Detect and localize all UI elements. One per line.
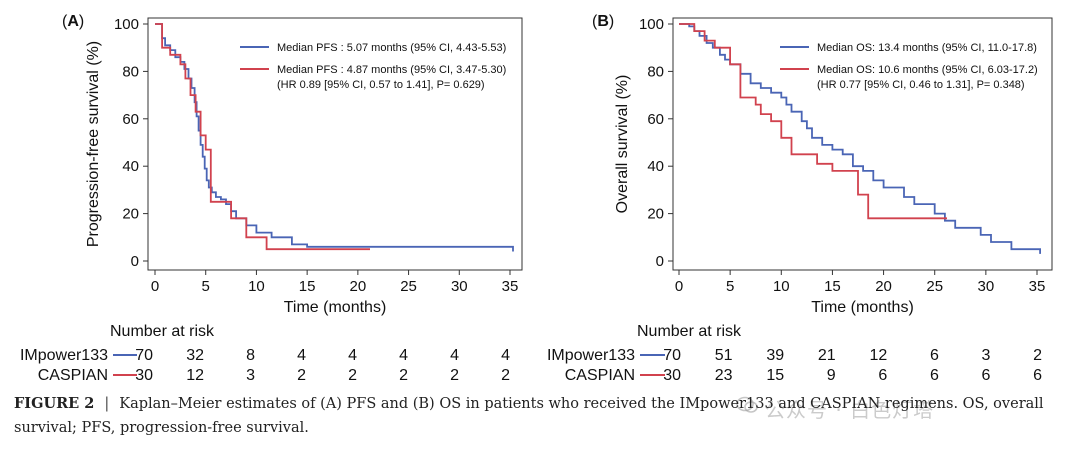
- x-tick-label: 25: [400, 278, 417, 295]
- risk-value: 39: [766, 347, 784, 364]
- km-curve-caspian: [679, 23, 947, 220]
- risk-value: 32: [186, 347, 204, 364]
- risk-value: 8: [246, 347, 255, 364]
- chat-bubble-icon: [736, 396, 758, 413]
- risk-value: 2: [1033, 347, 1042, 364]
- legend-entry-text: Median OS: 13.4 months (95% CI, 11.0-17.…: [817, 42, 1037, 54]
- risk-value: 6: [982, 367, 991, 384]
- risk-value: 2: [399, 367, 408, 384]
- y-tick-label: 0: [656, 253, 664, 270]
- risk-value: 70: [663, 347, 681, 364]
- y-tick-label: 20: [122, 206, 139, 223]
- x-tick-label: 5: [202, 278, 210, 295]
- risk-value: 3: [982, 347, 991, 364]
- risk-table-title: Number at risk: [110, 323, 215, 340]
- risk-value: 4: [399, 347, 408, 364]
- y-tick-label: 100: [639, 16, 664, 33]
- risk-value: 4: [450, 347, 459, 364]
- plot-frame: [147, 17, 523, 271]
- watermark-text: 公众号 · 白色灯塔: [765, 398, 935, 422]
- caption-separator: |: [104, 396, 110, 412]
- x-tick-label: 5: [726, 278, 734, 295]
- x-tick-label: 20: [350, 278, 367, 295]
- km-panel-b: (B) 0 20 40 60 80 100 0 5 10 15 20 25 30 35 Time (month…: [547, 13, 1053, 384]
- x-tick-label: 30: [978, 278, 995, 295]
- risk-value: 30: [135, 367, 153, 384]
- y-tick-label: 60: [122, 111, 139, 128]
- y-tick-label: 40: [122, 158, 139, 175]
- x-tick-label: 15: [824, 278, 841, 295]
- risk-value: 12: [869, 347, 887, 364]
- risk-value: 6: [878, 367, 887, 384]
- legend-entry-text: (HR 0.77 [95% CI, 0.46 to 1.31], P= 0.34…: [817, 79, 1025, 91]
- x-axis-title: Time (months): [811, 299, 914, 316]
- risk-value: 6: [930, 347, 939, 364]
- x-tick-label: 35: [1029, 278, 1046, 295]
- km-curve-impower133: [155, 23, 514, 252]
- y-tick-label: 100: [114, 16, 139, 33]
- y-tick-label: 40: [647, 158, 664, 175]
- x-tick-label: 25: [926, 278, 943, 295]
- panel-label: (A): [62, 13, 84, 30]
- x-tick-label: 15: [299, 278, 316, 295]
- risk-value: 51: [715, 347, 733, 364]
- legend-entry-text: Median OS: 10.6 months (95% CI, 6.03-17.…: [817, 64, 1038, 76]
- legend-entry-text: Median PFS : 5.07 months (95% CI, 4.43-5…: [277, 42, 506, 54]
- y-axis-title: Overall survival (%): [614, 75, 631, 214]
- x-tick-label: 30: [451, 278, 468, 295]
- plot-frame: [672, 17, 1053, 271]
- x-tick-label: 0: [151, 278, 159, 295]
- y-tick-label: 0: [131, 253, 139, 270]
- risk-value: 6: [930, 367, 939, 384]
- y-tick-label: 60: [647, 111, 664, 128]
- km-panel-a: (A) 0 20 40 60 80 100 0 5 10 15 20 25 30 35 Time (month…: [20, 13, 523, 384]
- risk-value: 30: [663, 367, 681, 384]
- risk-value: 12: [186, 367, 204, 384]
- legend-entry-text: (HR 0.89 [95% CI, 0.57 to 1.41], P= 0.62…: [277, 79, 485, 91]
- y-tick-label: 80: [122, 63, 139, 80]
- x-tick-label: 10: [248, 278, 265, 295]
- x-tick-label: 0: [675, 278, 683, 295]
- km-curve-caspian: [155, 23, 370, 251]
- risk-row-name: IMpower133: [547, 347, 635, 364]
- risk-value: 2: [348, 367, 357, 384]
- km-curve-impower133: [679, 23, 1041, 254]
- risk-value: 4: [297, 347, 306, 364]
- x-axis-title: Time (months): [284, 299, 387, 316]
- risk-value: 4: [348, 347, 357, 364]
- risk-row-name: IMpower133: [20, 347, 108, 364]
- risk-value: 21: [818, 347, 836, 364]
- caption-label: FIGURE 2: [14, 395, 95, 412]
- risk-row-name: CASPIAN: [565, 367, 635, 384]
- panel-label: (B): [592, 13, 614, 30]
- risk-value: 9: [827, 367, 836, 384]
- risk-value: 4: [501, 347, 510, 364]
- figure-caption: FIGURE 2 | Kaplan–Meier estimates of (A) P…: [14, 392, 1064, 440]
- x-tick-label: 10: [773, 278, 790, 295]
- risk-value: 6: [1033, 367, 1042, 384]
- x-tick-label: 35: [502, 278, 519, 295]
- caption-text: Kaplan–Meier estimates of (A) PFS and (B…: [14, 396, 1044, 436]
- y-tick-label: 20: [647, 206, 664, 223]
- y-tick-label: 80: [647, 63, 664, 80]
- risk-row-name: CASPIAN: [38, 367, 108, 384]
- risk-value: 2: [297, 367, 306, 384]
- x-tick-label: 20: [875, 278, 892, 295]
- y-axis-title: Progression-free survival (%): [85, 41, 102, 247]
- risk-table-title: Number at risk: [637, 323, 742, 340]
- risk-value: 3: [246, 367, 255, 384]
- risk-value: 15: [766, 367, 784, 384]
- risk-value: 2: [501, 367, 510, 384]
- risk-value: 2: [450, 367, 459, 384]
- risk-value: 70: [135, 347, 153, 364]
- legend-entry-text: Median PFS : 4.87 months (95% CI, 3.47-5…: [277, 64, 506, 76]
- risk-value: 23: [715, 367, 733, 384]
